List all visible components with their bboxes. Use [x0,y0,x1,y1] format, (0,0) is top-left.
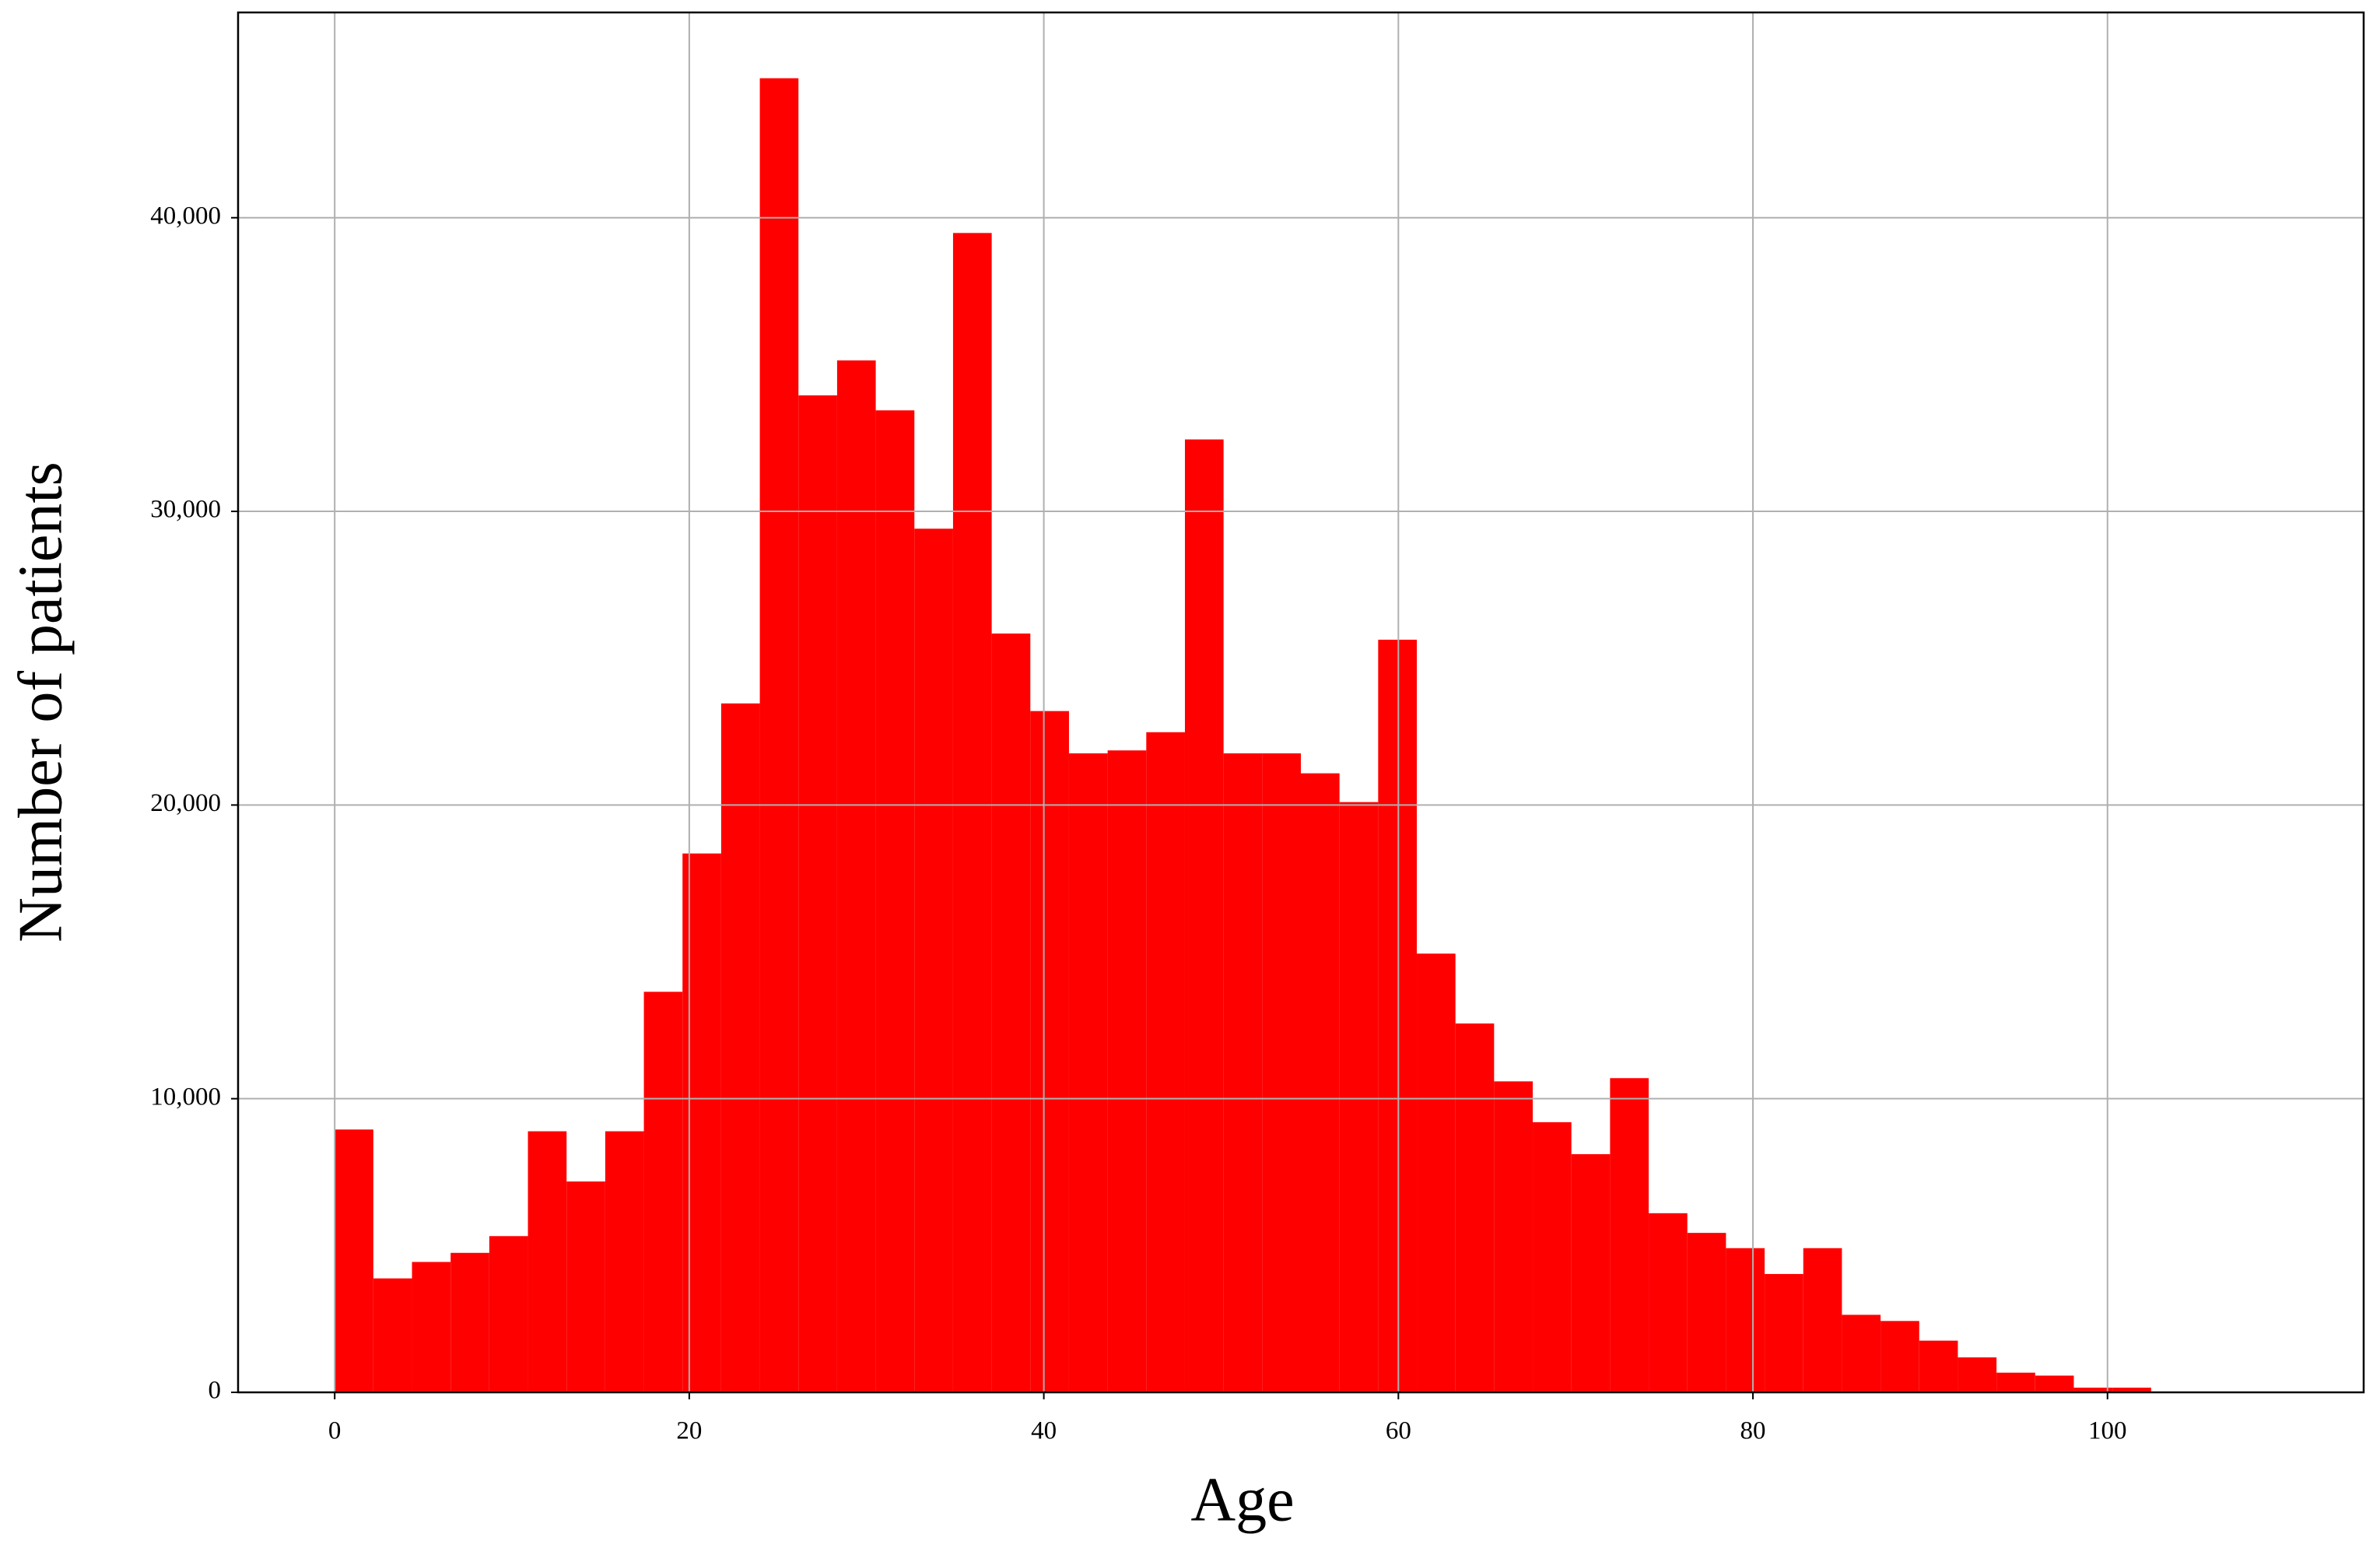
bar [1417,953,1456,1392]
bar [566,1181,605,1392]
bar [1726,1248,1765,1392]
bar [1068,753,1108,1392]
bar [1881,1321,1919,1392]
y-tick-label: 10,000 [150,1083,221,1111]
bar [1223,753,1263,1392]
x-tick-label: 80 [1740,1417,1766,1445]
bar [528,1131,567,1392]
bar [1262,753,1301,1392]
bar [450,1252,489,1392]
bar [643,992,683,1392]
bar [1339,802,1379,1392]
bar [373,1278,412,1392]
bar [1919,1340,1958,1392]
bar [991,634,1031,1392]
bar [952,233,992,1393]
x-tick-label: 20 [676,1417,702,1445]
bar [1378,639,1418,1392]
x-axis-label: Age [1190,1465,1294,1534]
x-tick-label: 40 [1031,1417,1057,1445]
bar [1533,1121,1572,1392]
x-tick-label: 60 [1386,1417,1411,1445]
bar [335,1129,373,1392]
bar [412,1262,451,1392]
bar [1184,439,1224,1393]
bar [798,395,837,1393]
bar [1030,711,1069,1392]
bar [605,1131,644,1392]
bar [2035,1375,2074,1392]
bar [1455,1023,1495,1392]
y-tick-label: 0 [209,1377,222,1405]
bar [759,78,799,1392]
bar [1494,1081,1534,1392]
bar [682,853,721,1392]
bar [1107,750,1147,1392]
bar [1146,732,1185,1392]
bar [2073,1387,2113,1392]
y-axis-label: Number of patients [6,462,75,942]
bar [2112,1387,2151,1392]
bar [1649,1213,1688,1392]
bar [1765,1273,1803,1392]
bar [1996,1372,2035,1392]
bar [914,528,953,1392]
bar [489,1236,528,1392]
y-tick-label: 20,000 [150,789,221,817]
bar [720,703,760,1392]
bar [1301,773,1340,1392]
bar [1842,1315,1881,1392]
bar [1803,1248,1842,1392]
bar [875,410,915,1392]
bar [1571,1153,1611,1392]
bar [1687,1233,1726,1392]
y-tick-label: 30,000 [150,496,221,524]
plot-frame [237,11,2365,1394]
bar [1610,1078,1649,1392]
x-tick-label: 100 [2088,1417,2127,1445]
y-tick-label: 40,000 [150,202,221,230]
bar [1958,1357,1997,1392]
bar [836,360,876,1393]
x-tick-label: 0 [328,1417,342,1445]
